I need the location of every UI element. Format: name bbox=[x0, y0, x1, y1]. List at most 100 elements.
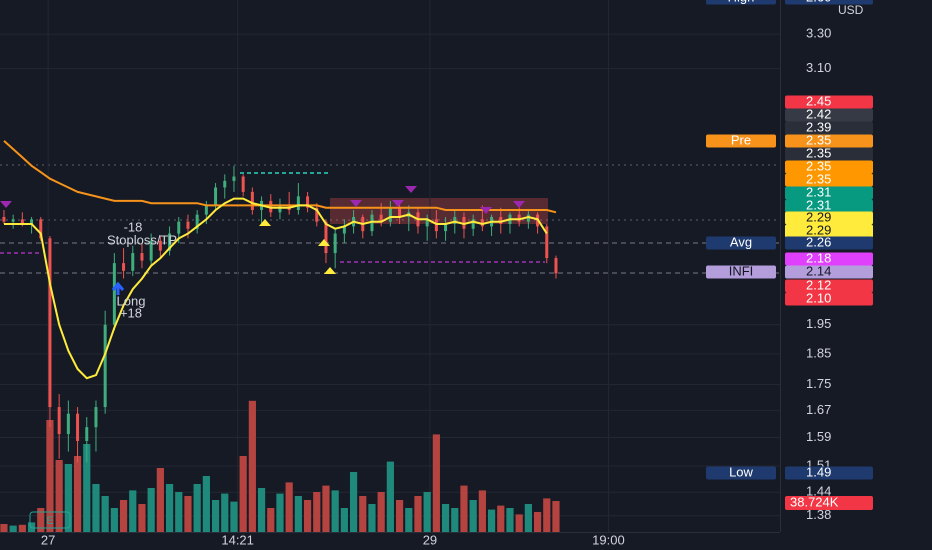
candle-body bbox=[204, 205, 208, 215]
candle-body bbox=[444, 224, 448, 232]
volume-bar bbox=[368, 504, 376, 532]
candle-body bbox=[112, 263, 116, 325]
volume-bar bbox=[322, 485, 330, 532]
tag-badge-label: INFI bbox=[729, 263, 754, 278]
price-badge-label: 2.18 bbox=[806, 250, 831, 265]
marker bbox=[0, 201, 12, 208]
candle-body bbox=[499, 216, 503, 225]
annotation: Long bbox=[117, 293, 146, 308]
volume-bar bbox=[497, 505, 505, 532]
volume-bar bbox=[386, 461, 394, 532]
volume-bar bbox=[221, 493, 229, 532]
y-tick-label: 3.30 bbox=[806, 26, 831, 41]
volume-bar bbox=[487, 509, 496, 532]
price-badge-label: 2.12 bbox=[806, 277, 831, 292]
candle-body bbox=[333, 233, 337, 254]
candle-body bbox=[398, 207, 402, 217]
candle-body bbox=[39, 219, 43, 239]
candle-body bbox=[434, 219, 438, 232]
volume-bar bbox=[64, 464, 72, 532]
x-tick-label: 19:00 bbox=[592, 532, 625, 547]
y-tick-label: 1.44 bbox=[806, 484, 831, 499]
candle-body bbox=[296, 196, 300, 211]
candle-body bbox=[306, 196, 310, 208]
candle-body bbox=[232, 176, 236, 181]
candle-body bbox=[315, 207, 319, 222]
volume-bar bbox=[276, 493, 284, 532]
x-tick-label: 14:21 bbox=[221, 532, 254, 547]
price-badge-label: 2.14 bbox=[806, 263, 831, 278]
candle-body bbox=[278, 205, 282, 213]
candle-body bbox=[250, 191, 254, 211]
volume-bar bbox=[294, 496, 302, 532]
candle-body bbox=[195, 214, 199, 229]
volume-bar bbox=[460, 485, 468, 532]
tag-badge-label: Avg bbox=[730, 234, 752, 249]
volume-bar bbox=[101, 496, 109, 532]
volume-bar bbox=[55, 460, 63, 532]
volume-bar bbox=[533, 512, 542, 532]
y-tick-label: 1.95 bbox=[806, 316, 831, 331]
candle-body bbox=[471, 219, 475, 229]
volume-bar bbox=[129, 490, 137, 532]
volume-bar bbox=[184, 496, 192, 532]
candle-body bbox=[149, 240, 153, 261]
tag-badge-label: Pre bbox=[731, 132, 751, 147]
candle-body bbox=[214, 187, 218, 206]
marker bbox=[324, 267, 336, 274]
indicator-line bbox=[4, 197, 548, 380]
marker bbox=[350, 200, 362, 207]
annotation: -18 bbox=[124, 219, 143, 234]
marker bbox=[318, 239, 330, 246]
volume-bar bbox=[165, 484, 174, 532]
price-badge-label: 2.29 bbox=[806, 209, 831, 224]
candle-body bbox=[177, 221, 181, 234]
volume-bar bbox=[377, 492, 385, 532]
candle-body bbox=[66, 413, 70, 435]
candle-body bbox=[168, 233, 172, 251]
volume-bar bbox=[285, 482, 293, 532]
candle-body bbox=[526, 214, 530, 222]
currency: USD bbox=[838, 3, 864, 17]
volume-bar bbox=[552, 501, 560, 532]
volume-bar bbox=[156, 468, 164, 532]
volume-bar bbox=[0, 524, 8, 532]
price-badge bbox=[785, 252, 873, 266]
volume-bar bbox=[147, 488, 155, 532]
annotation: +18 bbox=[120, 305, 142, 320]
volume-bar bbox=[423, 492, 431, 532]
tag-badge-label: Low bbox=[729, 464, 753, 479]
price-badge-label: 2.31 bbox=[806, 197, 831, 212]
tag-badge bbox=[706, 236, 776, 250]
price-badge-label: 2.39 bbox=[806, 119, 831, 134]
y-tick-label: 1.67 bbox=[806, 402, 831, 417]
price-badge-label: 2.45 bbox=[806, 93, 831, 108]
candle-body bbox=[76, 413, 80, 441]
volume-bar bbox=[506, 508, 514, 532]
y-tick-label: 1.85 bbox=[806, 345, 831, 360]
volume-bar bbox=[9, 525, 17, 532]
price-badge-label: 2.31 bbox=[806, 184, 831, 199]
price-badge-label: 2.10 bbox=[806, 290, 831, 305]
price-badge-label: 2.35 bbox=[806, 171, 831, 186]
long-arrow bbox=[111, 281, 125, 295]
candle-body bbox=[379, 214, 383, 222]
price-badge-label: 2.29 bbox=[806, 222, 831, 237]
price-badge bbox=[785, 265, 873, 279]
tag-badge bbox=[706, 466, 776, 480]
volume-bar bbox=[83, 444, 91, 532]
price-badge bbox=[785, 173, 873, 187]
tag-badge-label: High bbox=[728, 0, 755, 4]
volume-bar bbox=[515, 514, 523, 532]
annotation: Stoploss/TP bbox=[107, 232, 177, 247]
y-tick-label: 1.59 bbox=[806, 429, 831, 444]
volume-bar bbox=[239, 456, 247, 532]
plot-layer bbox=[0, 0, 780, 532]
marker bbox=[392, 200, 404, 207]
candle-body bbox=[131, 253, 135, 271]
candle-body bbox=[370, 214, 374, 232]
volume-bar bbox=[248, 400, 256, 532]
